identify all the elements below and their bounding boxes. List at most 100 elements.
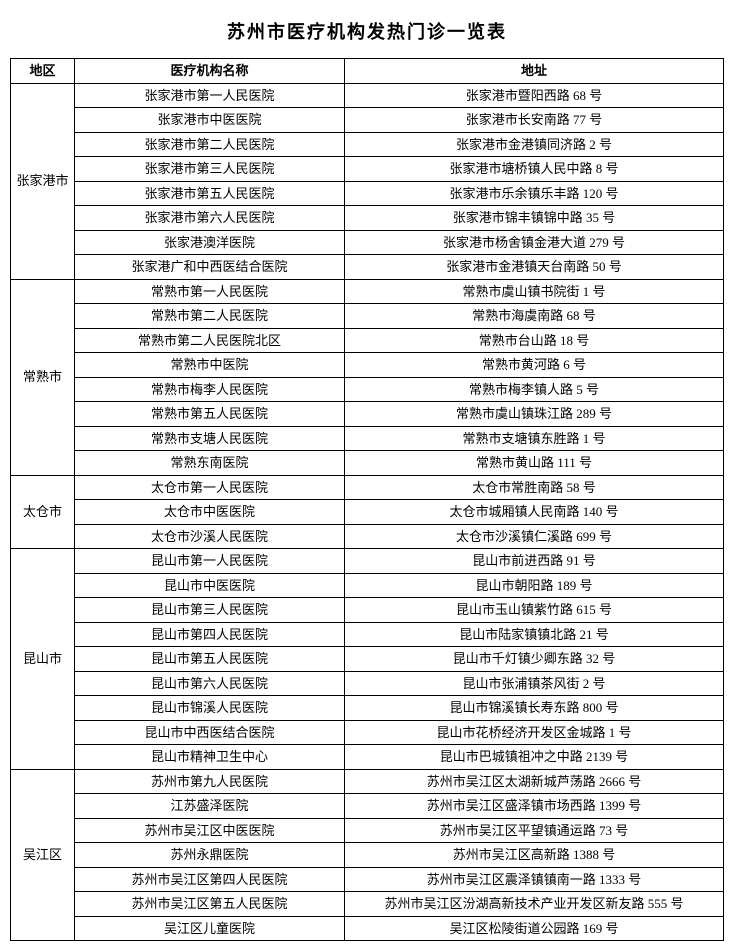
col-name: 医疗机构名称 (75, 59, 345, 84)
table-row: 张家港市第五人民医院张家港市乐余镇乐丰路 120 号 (11, 181, 724, 206)
table-row: 常熟市第二人民医院常熟市海虞南路 68 号 (11, 304, 724, 329)
table-row: 吴江区苏州市第九人民医院苏州市吴江区太湖新城芦荡路 2666 号 (11, 769, 724, 794)
hospital-name-cell: 苏州永鼎医院 (75, 843, 345, 868)
hospital-name-cell: 常熟市梅李人民医院 (75, 377, 345, 402)
region-cell: 张家港市 (11, 83, 75, 279)
hospital-address-cell: 昆山市朝阳路 189 号 (345, 573, 724, 598)
hospital-address-cell: 昆山市张浦镇茶风街 2 号 (345, 671, 724, 696)
table-row: 张家港市张家港市第一人民医院张家港市暨阳西路 68 号 (11, 83, 724, 108)
hospital-name-cell: 太仓市沙溪人民医院 (75, 524, 345, 549)
col-region: 地区 (11, 59, 75, 84)
hospital-name-cell: 昆山市中医医院 (75, 573, 345, 598)
hospital-name-cell: 吴江区儿童医院 (75, 916, 345, 941)
page-title: 苏州市医疗机构发热门诊一览表 (10, 18, 724, 44)
hospital-name-cell: 张家港市第三人民医院 (75, 157, 345, 182)
hospital-name-cell: 常熟市第一人民医院 (75, 279, 345, 304)
table-row: 张家港市中医医院张家港市长安南路 77 号 (11, 108, 724, 133)
hospital-address-cell: 太仓市城厢镇人民南路 140 号 (345, 500, 724, 525)
hospital-name-cell: 昆山市第三人民医院 (75, 598, 345, 623)
table-row: 苏州永鼎医院苏州市吴江区高新路 1388 号 (11, 843, 724, 868)
hospital-name-cell: 昆山市锦溪人民医院 (75, 696, 345, 721)
table-row: 吴江区儿童医院吴江区松陵街道公园路 169 号 (11, 916, 724, 941)
hospital-name-cell: 张家港市第一人民医院 (75, 83, 345, 108)
table-row: 昆山市精神卫生中心昆山市巴城镇祖冲之中路 2139 号 (11, 745, 724, 770)
hospital-name-cell: 常熟市第五人民医院 (75, 402, 345, 427)
hospital-address-cell: 昆山市花桥经济开发区金城路 1 号 (345, 720, 724, 745)
table-row: 常熟市第五人民医院常熟市虞山镇珠江路 289 号 (11, 402, 724, 427)
hospital-name-cell: 常熟东南医院 (75, 451, 345, 476)
hospital-name-cell: 张家港广和中西医结合医院 (75, 255, 345, 280)
table-row: 昆山市第四人民医院昆山市陆家镇镇北路 21 号 (11, 622, 724, 647)
hospital-address-cell: 常熟市虞山镇书院街 1 号 (345, 279, 724, 304)
table-row: 昆山市第六人民医院昆山市张浦镇茶风街 2 号 (11, 671, 724, 696)
hospital-address-cell: 昆山市陆家镇镇北路 21 号 (345, 622, 724, 647)
table-row: 常熟市常熟市第一人民医院常熟市虞山镇书院街 1 号 (11, 279, 724, 304)
hospital-address-cell: 常熟市梅李镇人路 5 号 (345, 377, 724, 402)
hospital-address-cell: 吴江区松陵街道公园路 169 号 (345, 916, 724, 941)
table-row: 张家港广和中西医结合医院张家港市金港镇天台南路 50 号 (11, 255, 724, 280)
hospital-name-cell: 苏州市吴江区中医医院 (75, 818, 345, 843)
table-row: 昆山市第三人民医院昆山市玉山镇紫竹路 615 号 (11, 598, 724, 623)
hospital-name-cell: 昆山市第四人民医院 (75, 622, 345, 647)
table-row: 昆山市昆山市第一人民医院昆山市前进西路 91 号 (11, 549, 724, 574)
hospital-name-cell: 张家港澳洋医院 (75, 230, 345, 255)
hospital-name-cell: 昆山市第五人民医院 (75, 647, 345, 672)
table-row: 张家港市第六人民医院张家港市锦丰镇锦中路 35 号 (11, 206, 724, 231)
region-cell: 常熟市 (11, 279, 75, 475)
table-row: 张家港市第二人民医院张家港市金港镇同济路 2 号 (11, 132, 724, 157)
hospital-address-cell: 昆山市千灯镇少卿东路 32 号 (345, 647, 724, 672)
hospital-address-cell: 苏州市吴江区汾湖高新技术产业开发区新友路 555 号 (345, 892, 724, 917)
region-cell: 太仓市 (11, 475, 75, 549)
hospital-name-cell: 常熟市第二人民医院北区 (75, 328, 345, 353)
hospital-address-cell: 张家港市长安南路 77 号 (345, 108, 724, 133)
hospital-address-cell: 张家港市锦丰镇锦中路 35 号 (345, 206, 724, 231)
table-row: 张家港市第三人民医院张家港市塘桥镇人民中路 8 号 (11, 157, 724, 182)
hospital-name-cell: 苏州市吴江区第四人民医院 (75, 867, 345, 892)
table-row: 张家港澳洋医院张家港市杨舍镇金港大道 279 号 (11, 230, 724, 255)
hospital-name-cell: 张家港市第五人民医院 (75, 181, 345, 206)
hospital-address-cell: 常熟市虞山镇珠江路 289 号 (345, 402, 724, 427)
hospital-address-cell: 张家港市金港镇天台南路 50 号 (345, 255, 724, 280)
hospital-address-cell: 常熟市支塘镇东胜路 1 号 (345, 426, 724, 451)
table-row: 昆山市中医医院昆山市朝阳路 189 号 (11, 573, 724, 598)
hospital-address-cell: 常熟市黄河路 6 号 (345, 353, 724, 378)
hospital-name-cell: 苏州市第九人民医院 (75, 769, 345, 794)
table-header-row: 地区 医疗机构名称 地址 (11, 59, 724, 84)
table-row: 昆山市锦溪人民医院昆山市锦溪镇长寿东路 800 号 (11, 696, 724, 721)
col-addr: 地址 (345, 59, 724, 84)
hospital-address-cell: 张家港市乐余镇乐丰路 120 号 (345, 181, 724, 206)
table-row: 常熟市支塘人民医院常熟市支塘镇东胜路 1 号 (11, 426, 724, 451)
table-row: 常熟东南医院常熟市黄山路 111 号 (11, 451, 724, 476)
hospital-name-cell: 苏州市吴江区第五人民医院 (75, 892, 345, 917)
hospital-name-cell: 昆山市精神卫生中心 (75, 745, 345, 770)
table-row: 昆山市第五人民医院昆山市千灯镇少卿东路 32 号 (11, 647, 724, 672)
hospital-table: 地区 医疗机构名称 地址 张家港市张家港市第一人民医院张家港市暨阳西路 68 号… (10, 58, 724, 941)
hospital-name-cell: 张家港市第二人民医院 (75, 132, 345, 157)
hospital-address-cell: 太仓市沙溪镇仁溪路 699 号 (345, 524, 724, 549)
hospital-address-cell: 苏州市吴江区震泽镇镇南一路 1333 号 (345, 867, 724, 892)
table-row: 苏州市吴江区第五人民医院苏州市吴江区汾湖高新技术产业开发区新友路 555 号 (11, 892, 724, 917)
hospital-name-cell: 江苏盛泽医院 (75, 794, 345, 819)
hospital-address-cell: 常熟市台山路 18 号 (345, 328, 724, 353)
table-row: 常熟市梅李人民医院常熟市梅李镇人路 5 号 (11, 377, 724, 402)
hospital-address-cell: 苏州市吴江区高新路 1388 号 (345, 843, 724, 868)
hospital-name-cell: 张家港市中医医院 (75, 108, 345, 133)
hospital-name-cell: 太仓市中医医院 (75, 500, 345, 525)
table-row: 太仓市太仓市第一人民医院太仓市常胜南路 58 号 (11, 475, 724, 500)
hospital-address-cell: 张家港市暨阳西路 68 号 (345, 83, 724, 108)
table-row: 苏州市吴江区中医医院苏州市吴江区平望镇通运路 73 号 (11, 818, 724, 843)
hospital-address-cell: 常熟市黄山路 111 号 (345, 451, 724, 476)
hospital-address-cell: 苏州市吴江区盛泽镇市场西路 1399 号 (345, 794, 724, 819)
table-row: 昆山市中西医结合医院昆山市花桥经济开发区金城路 1 号 (11, 720, 724, 745)
hospital-name-cell: 常熟市中医院 (75, 353, 345, 378)
hospital-name-cell: 常熟市支塘人民医院 (75, 426, 345, 451)
hospital-address-cell: 昆山市锦溪镇长寿东路 800 号 (345, 696, 724, 721)
region-cell: 吴江区 (11, 769, 75, 941)
hospital-name-cell: 张家港市第六人民医院 (75, 206, 345, 231)
table-row: 太仓市中医医院太仓市城厢镇人民南路 140 号 (11, 500, 724, 525)
region-cell: 昆山市 (11, 549, 75, 770)
hospital-address-cell: 昆山市巴城镇祖冲之中路 2139 号 (345, 745, 724, 770)
hospital-address-cell: 苏州市吴江区太湖新城芦荡路 2666 号 (345, 769, 724, 794)
hospital-address-cell: 昆山市前进西路 91 号 (345, 549, 724, 574)
table-row: 常熟市第二人民医院北区常熟市台山路 18 号 (11, 328, 724, 353)
